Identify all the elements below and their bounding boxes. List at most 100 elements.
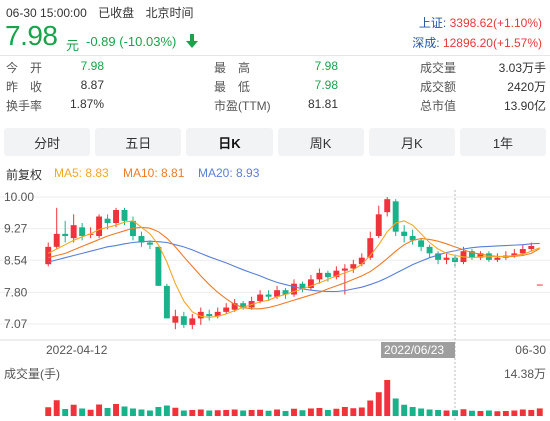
volume-bar[interactable] [104, 407, 111, 416]
volume-bar[interactable] [197, 409, 204, 416]
volume-bar[interactable] [172, 407, 179, 416]
volume-bar[interactable] [180, 410, 187, 416]
tab-3[interactable]: 周K [277, 128, 364, 156]
volume-bar[interactable] [70, 404, 77, 416]
candle[interactable] [62, 220, 69, 243]
volume-bar[interactable] [528, 409, 535, 416]
candle[interactable] [401, 225, 408, 243]
kline-chart[interactable]: 10.00 9.27 8.54 7.80 7.07 2022-04-12 2022/06/2… [0, 185, 550, 421]
candle[interactable] [452, 255, 458, 267]
candle[interactable] [536, 284, 543, 286]
volume-bar[interactable] [341, 406, 348, 416]
candle[interactable] [502, 251, 509, 260]
volume-bar[interactable] [274, 409, 281, 416]
volume-bar[interactable] [392, 398, 399, 416]
volume-bar[interactable] [350, 408, 357, 416]
volume-bar[interactable] [536, 408, 543, 416]
candle[interactable] [384, 197, 391, 217]
candle[interactable] [240, 301, 247, 310]
volume-bar[interactable] [206, 410, 213, 416]
volume-bar[interactable] [299, 410, 306, 416]
volume-bar[interactable] [257, 409, 264, 416]
candle[interactable] [333, 266, 340, 280]
volume-bar[interactable] [130, 408, 136, 416]
candle[interactable] [138, 231, 145, 247]
tab-2[interactable]: 日K [186, 128, 273, 156]
candle[interactable] [206, 309, 213, 321]
candle[interactable] [435, 251, 442, 265]
adjust-mode[interactable]: 前复权 [6, 168, 43, 182]
volume-bar[interactable] [282, 410, 289, 416]
candle[interactable] [53, 207, 60, 250]
candle[interactable] [265, 290, 272, 302]
candle[interactable] [291, 279, 297, 297]
candle[interactable] [70, 214, 77, 243]
volume-bar[interactable] [189, 409, 196, 416]
volume-bar[interactable] [418, 408, 425, 416]
volume-bar[interactable] [291, 408, 297, 416]
volume-bar[interactable] [511, 410, 518, 416]
volume-bar[interactable] [62, 408, 69, 416]
candle[interactable] [155, 246, 162, 286]
volume-bar[interactable] [87, 409, 94, 416]
volume-bar[interactable] [316, 407, 323, 416]
candle[interactable] [316, 268, 323, 284]
candle[interactable] [231, 298, 238, 312]
volume-bar[interactable] [121, 406, 128, 416]
tab-0[interactable]: 分时 [4, 128, 91, 156]
volume-bar[interactable] [460, 409, 467, 416]
volume-bar[interactable] [163, 405, 170, 416]
volume-bar[interactable] [248, 409, 255, 416]
candle[interactable] [248, 296, 255, 310]
volume-bar[interactable] [155, 406, 162, 416]
candle[interactable] [350, 259, 357, 273]
index-shenzhen[interactable]: 深成: 12896.20(+1.57%) [412, 34, 542, 51]
candle[interactable] [113, 207, 119, 228]
volume-bar[interactable] [409, 406, 416, 416]
candle[interactable] [189, 314, 196, 330]
candle[interactable] [375, 205, 382, 239]
candle[interactable] [257, 290, 264, 304]
candle[interactable] [146, 240, 153, 250]
volume-bar[interactable] [435, 409, 442, 416]
candle[interactable] [299, 281, 306, 293]
volume-bar[interactable] [79, 408, 86, 416]
volume-bar[interactable] [53, 400, 60, 416]
volume-bar[interactable] [45, 407, 52, 416]
volume-bar[interactable] [502, 410, 509, 416]
volume-bar[interactable] [367, 400, 374, 416]
volume-bar[interactable] [96, 404, 103, 416]
volume-bar[interactable] [307, 408, 314, 416]
candle[interactable] [418, 238, 425, 252]
volume-bar[interactable] [494, 411, 501, 416]
volume-bar[interactable] [113, 403, 119, 416]
candle[interactable] [307, 275, 314, 291]
candle[interactable] [392, 199, 399, 237]
tab-4[interactable]: 月K [368, 128, 455, 156]
volume-bar[interactable] [146, 410, 153, 416]
candle[interactable] [282, 288, 289, 299]
candle[interactable] [163, 283, 170, 319]
candle[interactable] [426, 244, 433, 258]
volume-bar[interactable] [452, 410, 458, 416]
candle[interactable] [45, 242, 52, 267]
volume-bar[interactable] [358, 407, 365, 416]
volume-bar[interactable] [265, 410, 272, 416]
candle[interactable] [409, 229, 416, 245]
volume-bar[interactable] [443, 410, 450, 416]
volume-bar[interactable] [485, 410, 492, 416]
tab-1[interactable]: 五日 [95, 128, 182, 156]
volume-bar[interactable] [333, 408, 340, 416]
volume-bar[interactable] [138, 409, 145, 416]
candle[interactable] [96, 214, 103, 239]
candle[interactable] [443, 253, 450, 265]
volume-bar[interactable] [231, 409, 238, 416]
volume-bar[interactable] [214, 410, 221, 416]
candle[interactable] [477, 251, 484, 260]
volume-bar[interactable] [223, 409, 230, 416]
volume-bar[interactable] [375, 392, 382, 416]
volume-bar[interactable] [477, 410, 484, 416]
volume-bar[interactable] [519, 409, 526, 416]
volume-bar[interactable] [469, 410, 475, 416]
volume-bar[interactable] [240, 410, 247, 416]
